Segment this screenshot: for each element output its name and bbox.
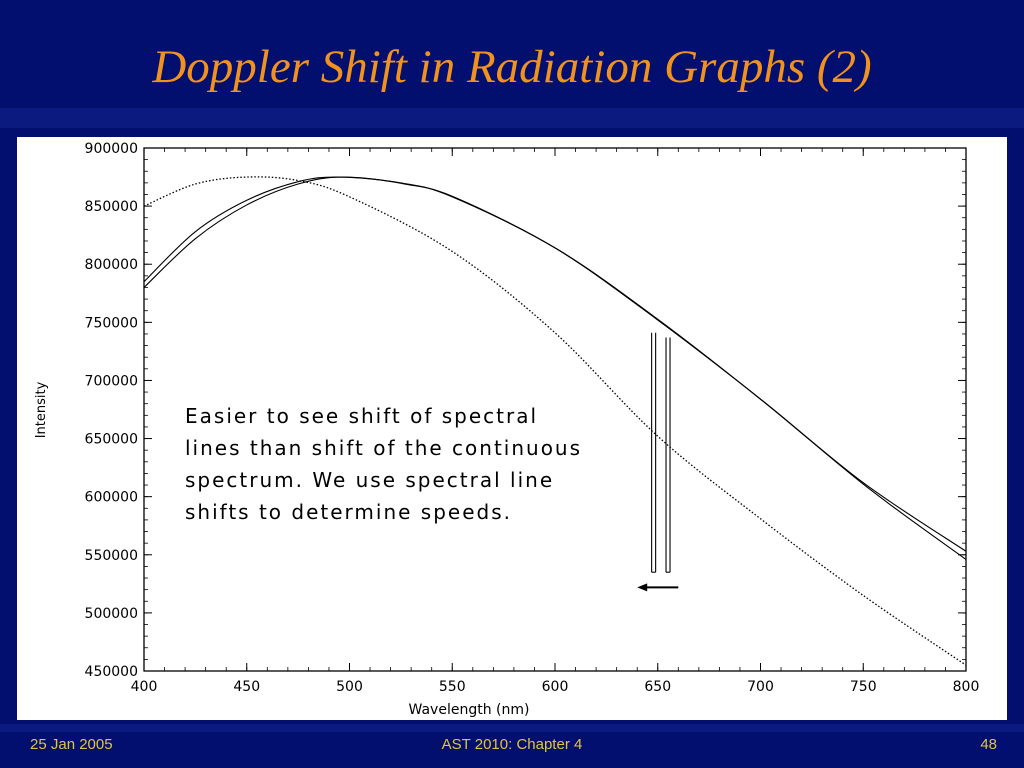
y-tick-label: 900000 — [85, 141, 138, 157]
x-axis-label: Wavelength (nm) — [409, 702, 530, 718]
slide-title: Doppler Shift in Radiation Graphs (2) — [152, 41, 872, 93]
y-tick-label: 650000 — [85, 432, 138, 448]
background-band-footer — [0, 724, 1024, 732]
x-tick-label: 600 — [542, 679, 569, 695]
footer-course: AST 2010: Chapter 4 — [441, 736, 583, 753]
y-tick-label: 850000 — [85, 199, 138, 215]
radiation-chart: 400 450 500 550 600 650 700 750 800 900000 850000 8… — [34, 141, 980, 718]
x-tick-label: 800 — [953, 679, 980, 695]
x-tick-label: 400 — [131, 679, 158, 695]
x-tick-label: 550 — [439, 679, 466, 695]
shift-arrow-head — [637, 583, 648, 592]
background-band-top — [0, 108, 1024, 128]
series-layer — [143, 176, 967, 666]
y-tick-label: 800000 — [85, 257, 138, 273]
tick-labels-layer: 400 450 500 550 600 650 700 750 800 900000 850000 8… — [85, 141, 980, 695]
chart-panel: 400 450 500 550 600 650 700 750 800 900000 850000 8… — [17, 137, 1007, 720]
y-tick-label: 750000 — [85, 315, 138, 331]
footer-page-number: 48 — [980, 736, 997, 753]
y-tick-label: 450000 — [85, 664, 138, 680]
axes-layer — [143, 147, 967, 672]
footer-date: 25 Jan 2005 — [30, 736, 113, 753]
x-tick-label: 500 — [336, 679, 363, 695]
x-tick-label: 700 — [747, 679, 774, 695]
y-tick-label: 700000 — [85, 373, 138, 389]
x-tick-label: 450 — [233, 679, 260, 695]
annotation-text: Easier to see shift of spectral lines th… — [185, 404, 583, 524]
y-axis-label: Intensity — [34, 381, 49, 438]
absorption-lines-layer — [637, 332, 679, 592]
x-tick-label: 750 — [850, 679, 877, 695]
y-tick-label: 600000 — [85, 490, 138, 506]
spectrum-curve-3 — [143, 176, 967, 560]
y-tick-label: 500000 — [85, 606, 138, 622]
y-tick-label: 550000 — [85, 548, 138, 564]
x-tick-label: 650 — [644, 679, 671, 695]
